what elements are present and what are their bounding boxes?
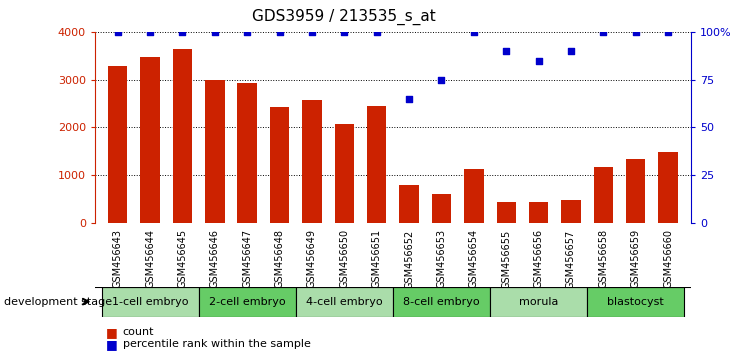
Text: 1-cell embryo: 1-cell embryo (112, 297, 189, 307)
Bar (199, 287, 296, 317)
Point (338, 29, 350, 35)
Bar (205, 80, 224, 223)
Text: GDS3959 / 213535_s_at: GDS3959 / 213535_s_at (251, 9, 436, 25)
Point (662, 29, 674, 35)
Point (597, 29, 609, 35)
Bar (659, 152, 678, 223)
Bar (561, 200, 580, 223)
Bar (140, 57, 160, 223)
Bar (393, 287, 490, 317)
Text: 8-cell embryo: 8-cell embryo (404, 297, 480, 307)
Bar (626, 159, 645, 223)
Text: morula: morula (519, 297, 558, 307)
Text: ■: ■ (106, 326, 118, 338)
Point (144, 29, 156, 35)
Point (273, 29, 285, 35)
Bar (529, 202, 548, 223)
Point (404, 96, 415, 102)
Text: 4-cell embryo: 4-cell embryo (306, 297, 382, 307)
Bar (490, 287, 587, 317)
Point (306, 29, 318, 35)
Point (533, 58, 545, 63)
Point (112, 29, 124, 35)
Text: development stage: development stage (4, 297, 112, 307)
Bar (587, 287, 684, 317)
Bar (496, 201, 516, 223)
Text: 2-cell embryo: 2-cell embryo (209, 297, 286, 307)
Bar (238, 82, 257, 223)
Text: percentile rank within the sample: percentile rank within the sample (123, 339, 311, 349)
Point (501, 48, 512, 54)
Text: blastocyst: blastocyst (607, 297, 664, 307)
Point (241, 29, 253, 35)
Point (371, 29, 382, 35)
Bar (270, 107, 289, 223)
Text: count: count (123, 327, 154, 337)
Bar (432, 194, 451, 223)
Bar (296, 287, 393, 317)
Bar (464, 169, 484, 223)
Point (630, 29, 642, 35)
Bar (335, 124, 354, 223)
Bar (594, 167, 613, 223)
Text: ■: ■ (106, 338, 118, 350)
Point (565, 48, 577, 54)
Bar (108, 66, 127, 223)
Point (436, 77, 447, 82)
Point (209, 29, 221, 35)
Point (177, 29, 189, 35)
Bar (367, 107, 387, 223)
Bar (399, 185, 419, 223)
Bar (173, 49, 192, 223)
Bar (302, 100, 322, 223)
Point (468, 29, 480, 35)
Bar (102, 287, 199, 317)
